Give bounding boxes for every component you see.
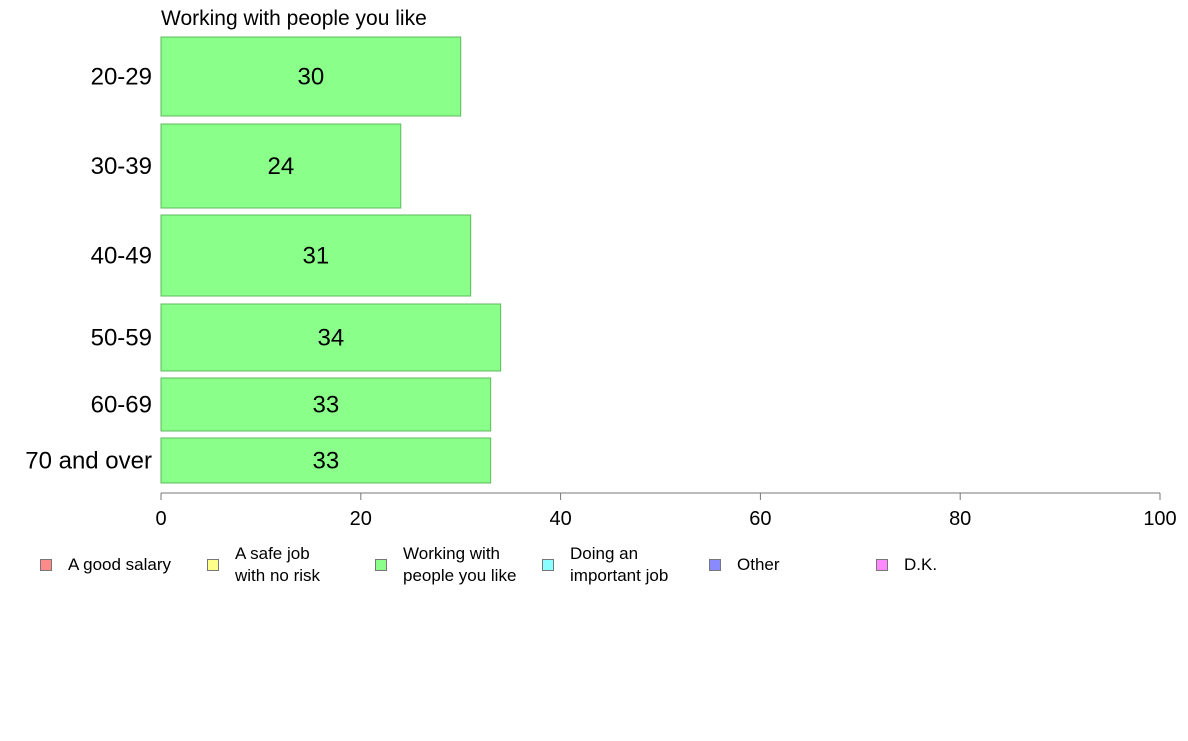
x-tick-label: 0 — [155, 508, 166, 530]
legend-swatch — [542, 559, 554, 571]
x-tick-label: 40 — [549, 508, 571, 530]
bar-value-label: 33 — [312, 448, 339, 475]
category-label: 60-69 — [91, 392, 152, 419]
bar-70-and-over — [160, 437, 492, 484]
chart-title: Working with people you like — [161, 7, 427, 30]
legend-swatch — [709, 559, 721, 571]
legend-label: A good salary — [68, 555, 172, 574]
x-tick-label: 20 — [350, 508, 372, 530]
bar-value-label: 33 — [312, 392, 339, 419]
legend-label: Working with people you like — [403, 544, 517, 585]
legend-item: A safe job with no risk — [207, 542, 320, 588]
category-label: 30-39 — [91, 153, 152, 180]
x-tick-label: 80 — [949, 508, 971, 530]
x-axis: 0 20 40 60 80 100 — [155, 492, 1177, 530]
bar-50-59 — [160, 303, 502, 372]
category-label: 20-29 — [91, 64, 152, 91]
bar-value-label: 30 — [297, 64, 324, 91]
bar-value-label: 24 — [268, 153, 295, 180]
bar-value-label: 34 — [317, 325, 344, 352]
x-tick-label: 60 — [749, 508, 771, 530]
category-label: 50-59 — [91, 325, 152, 352]
bar-60-69 — [160, 377, 492, 432]
bar-value-label: 31 — [302, 243, 329, 270]
legend-swatch — [207, 559, 219, 571]
legend-item: D.K. — [876, 542, 937, 588]
category-label: 40-49 — [91, 243, 152, 270]
legend-swatch — [876, 559, 888, 571]
category-label: 70 and over — [25, 448, 152, 475]
legend-item: Other — [709, 542, 780, 588]
legend-label: Other — [737, 555, 780, 574]
legend-label: Doing an important job — [570, 544, 669, 585]
bar-30-39 — [160, 123, 402, 209]
bar-20-29 — [160, 36, 462, 117]
bar-40-49 — [160, 214, 472, 297]
legend-item: A good salary — [40, 542, 171, 588]
legend-swatch — [40, 559, 52, 571]
x-tick-label: 100 — [1143, 508, 1176, 530]
bars-group: 30 24 31 34 33 33 — [160, 36, 502, 484]
legend-item: Working with people you like — [375, 542, 516, 588]
category-labels-group: 20-29 30-39 40-49 50-59 60-69 70 and over — [25, 64, 152, 475]
legend-item: Doing an important job — [542, 542, 668, 588]
legend-label: D.K. — [904, 555, 938, 574]
legend-label: A safe job with no risk — [235, 544, 321, 585]
legend-swatch — [375, 559, 387, 571]
